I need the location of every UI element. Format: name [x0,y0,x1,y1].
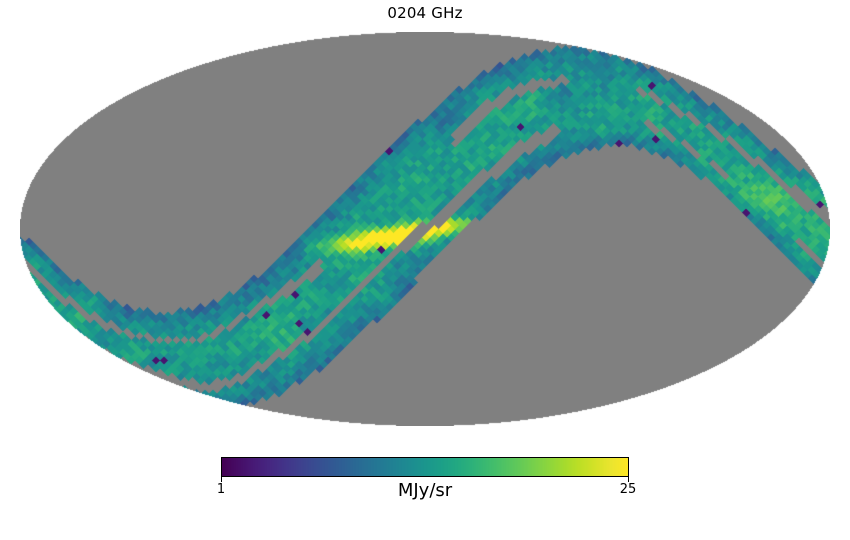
colorbar-canvas [222,458,628,476]
colorbar-tick-min [221,477,222,482]
sky-map-canvas [20,32,830,426]
colorbar-max-label: 25 [619,482,637,497]
mollweide-sky-map [20,32,830,426]
colorbar-gradient [221,457,629,477]
colorbar-tick-max [628,477,629,482]
colorbar: 1 25 MJy/sr [217,457,636,507]
figure-title: 0204 GHz [387,4,463,22]
colorbar-unit-label: MJy/sr [397,480,453,501]
colorbar-min-label: 1 [216,482,226,497]
